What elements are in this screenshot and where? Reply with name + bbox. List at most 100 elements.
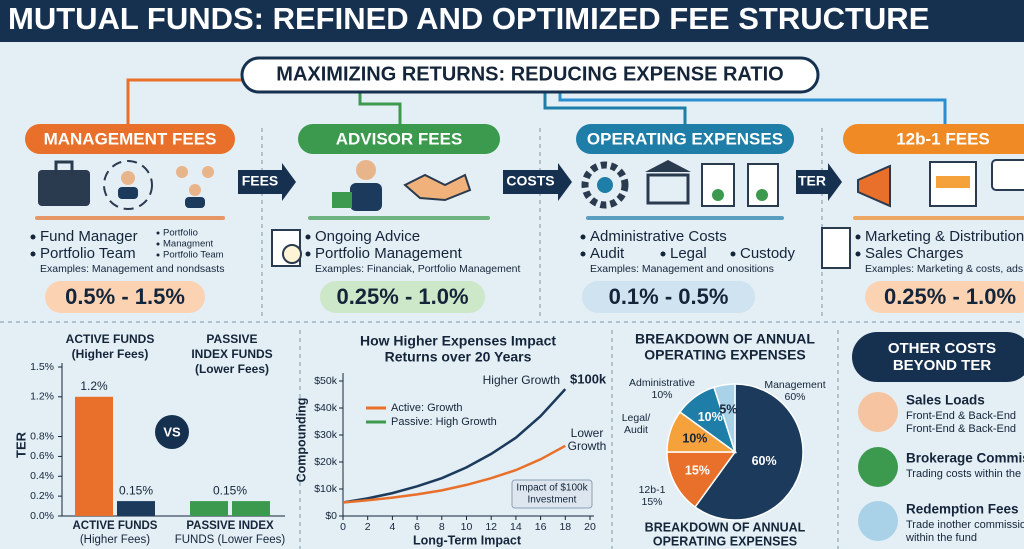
examples: Examples: Management and onositions: [590, 263, 774, 275]
cost-text: Front-End & Back-End: [906, 423, 1016, 435]
connector: [558, 92, 947, 124]
icon-person: [350, 183, 382, 211]
cost-text: Front-End & Back-End: [906, 410, 1016, 422]
flow-label: TER: [798, 173, 826, 189]
value-label: 1.2%: [80, 379, 108, 393]
icon-gear: [597, 177, 613, 193]
cost-name: Redemption Fees: [906, 502, 1019, 517]
icon-person: [176, 166, 188, 178]
bullet-dot: [156, 253, 160, 257]
x-tick-label: 2: [365, 521, 371, 533]
subtitle: MAXIMIZING RETURNS: REDUCING EXPENSE RAT…: [276, 63, 783, 85]
bullet: Administrative Costs: [590, 228, 727, 245]
bar: [117, 501, 155, 516]
range: 0.1% - 0.5%: [609, 284, 729, 309]
section-title: ADVISOR FEES: [336, 129, 463, 148]
other-costs-title: OTHER COSTS: [888, 340, 996, 357]
flow-arrow: [238, 163, 296, 201]
group-header: ACTIVE FUNDS: [66, 332, 155, 346]
x-tick-label: FUNDS (Lower Fees): [175, 534, 286, 546]
slice-label: Management: [764, 379, 825, 391]
bullet-dot: [305, 251, 311, 257]
y-tick-label: 0.6%: [30, 450, 54, 462]
note-box: [511, 479, 593, 509]
chart-footer: BREAKDOWN OF ANNUAL: [645, 520, 806, 534]
y-axis-label: Compounding: [294, 398, 308, 483]
range-pill: [865, 281, 1024, 313]
icon-doc: [747, 163, 779, 207]
cost-name: Brokerage Commissions: [906, 451, 1024, 466]
icon-clipboard: [821, 227, 851, 269]
section-underline: [308, 216, 490, 220]
slice-label: 10%: [651, 389, 672, 401]
dividers: [0, 128, 1024, 549]
bullet-dot: [660, 251, 666, 257]
y-tick-label: $0: [325, 510, 337, 522]
x-axis-label: Long-Term Impact: [413, 533, 522, 547]
flow-arrow: [503, 163, 572, 201]
bullet: Portfolio Management: [315, 245, 463, 262]
section-pill: [298, 124, 500, 154]
slice-label: Administrative: [629, 377, 695, 389]
icon-cycle: [103, 160, 153, 210]
y-tick-label: $30k: [314, 429, 338, 441]
annotation: Higher Growth: [483, 373, 560, 387]
section-underline: [853, 216, 1024, 220]
title-banner: [0, 0, 1024, 42]
icon-megaphone: [857, 164, 891, 208]
examples: Examples: Management and nondsasts: [40, 263, 224, 275]
section-underline: [586, 216, 784, 220]
icon-check: [756, 189, 768, 201]
bullet-dot: [156, 242, 160, 246]
icon-bank: [646, 173, 690, 205]
x-tick-label: ACTIVE FUNDS: [73, 520, 158, 532]
icon-bank: [645, 160, 691, 172]
y-tick-label: 0.0%: [30, 510, 54, 522]
y-tick-label: 0.4%: [30, 470, 54, 482]
subtitle-pill: [240, 56, 820, 94]
chart-title: How Higher Expenses Impact: [360, 333, 556, 349]
value-label: 10%: [698, 410, 723, 424]
bar: [232, 501, 270, 516]
icons: [38, 159, 1024, 269]
value-label: 15%: [685, 463, 710, 477]
bullet: Portfolio Team: [40, 245, 136, 262]
value-label: 0.15%: [213, 483, 247, 497]
cost-text: Trading costs within the fund: [906, 468, 1024, 480]
x-tick-label: 8: [439, 521, 445, 533]
pie-slice: [666, 451, 737, 509]
line: [342, 444, 566, 504]
annotation: Investment: [528, 495, 577, 506]
icon-briefcase: [54, 160, 74, 174]
x-tick-label: 20: [584, 521, 596, 533]
bullet-dot: [30, 234, 36, 240]
icon-magnifier: [282, 244, 302, 264]
icon-gear: [581, 161, 629, 209]
cost-text: within the fund: [905, 532, 977, 544]
slice-label: Audit: [624, 424, 648, 436]
icon-person: [356, 160, 376, 180]
x-tick-label: 0: [340, 521, 346, 533]
slice-label: Legal/: [622, 412, 651, 424]
flow-label: COSTS: [506, 173, 554, 189]
bullet: Custody: [740, 245, 796, 262]
group-header: (Higher Fees): [72, 347, 149, 361]
connectors: [126, 78, 947, 124]
y-tick-label: 0.2%: [30, 490, 54, 502]
section-underline: [35, 216, 225, 220]
y-tick-label: 0.8%: [30, 430, 54, 442]
slice-label: 15%: [641, 496, 662, 508]
bullet-dot: [580, 234, 586, 240]
cost-name: Sales Loads: [906, 393, 985, 408]
bullet-dot: [305, 234, 311, 240]
icon-circle: [858, 447, 898, 487]
y-tick-label: $10k: [314, 483, 338, 495]
x-tick-label: 10: [461, 521, 473, 533]
section-title: MANAGEMENT FEES: [44, 129, 217, 148]
chart-title: OPERATING EXPENSES: [644, 347, 806, 363]
bar: [190, 501, 228, 516]
value-label: 10%: [682, 431, 707, 445]
bullet: Audit: [590, 245, 625, 262]
x-tick-label: 12: [485, 521, 497, 533]
